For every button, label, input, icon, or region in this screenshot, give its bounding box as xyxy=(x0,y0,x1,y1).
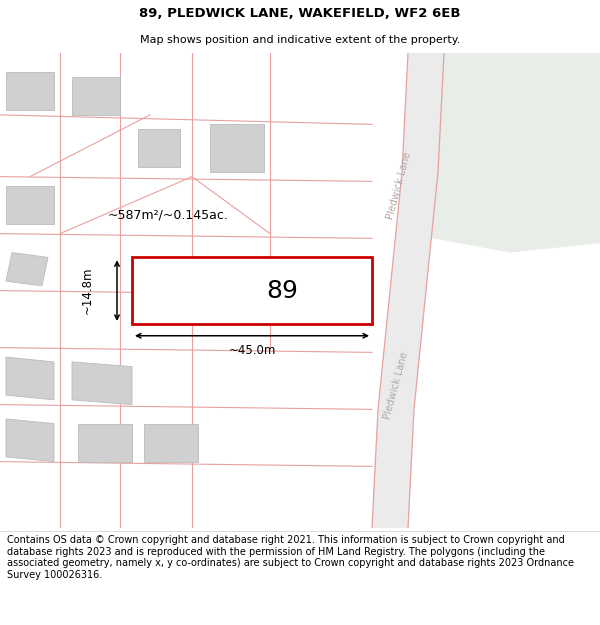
Polygon shape xyxy=(6,72,54,110)
Polygon shape xyxy=(144,424,198,462)
Text: Contains OS data © Crown copyright and database right 2021. This information is : Contains OS data © Crown copyright and d… xyxy=(7,535,574,580)
Polygon shape xyxy=(72,77,120,115)
Polygon shape xyxy=(138,129,180,167)
Text: Pledwick Lane: Pledwick Lane xyxy=(385,151,413,221)
Text: ~587m²/~0.145ac.: ~587m²/~0.145ac. xyxy=(107,208,229,221)
Text: Map shows position and indicative extent of the property.: Map shows position and indicative extent… xyxy=(140,35,460,45)
Text: 89: 89 xyxy=(266,279,298,302)
Polygon shape xyxy=(72,362,132,404)
Polygon shape xyxy=(210,124,264,172)
Bar xyxy=(132,258,372,324)
Polygon shape xyxy=(6,186,54,224)
Polygon shape xyxy=(408,53,600,252)
Polygon shape xyxy=(6,357,54,400)
Text: ~45.0m: ~45.0m xyxy=(229,344,275,356)
Polygon shape xyxy=(6,419,54,462)
Text: 89, PLEDWICK LANE, WAKEFIELD, WF2 6EB: 89, PLEDWICK LANE, WAKEFIELD, WF2 6EB xyxy=(139,7,461,20)
Polygon shape xyxy=(6,253,48,286)
Polygon shape xyxy=(372,53,444,528)
Text: ~14.8m: ~14.8m xyxy=(80,267,94,314)
Polygon shape xyxy=(204,276,264,309)
Polygon shape xyxy=(78,424,132,462)
Text: Pledwick Lane: Pledwick Lane xyxy=(382,351,410,421)
